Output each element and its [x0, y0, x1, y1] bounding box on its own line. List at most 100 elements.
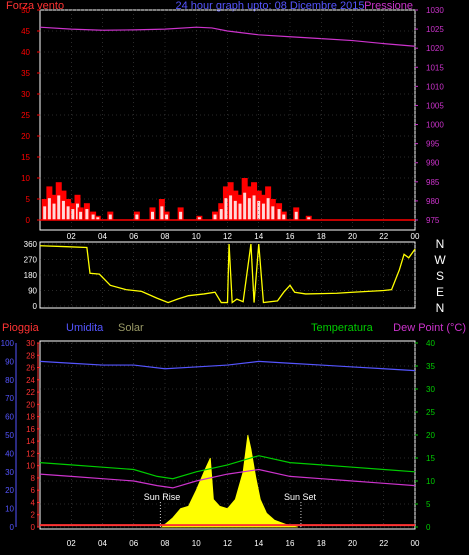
rain-tick-label: 0 [31, 523, 36, 532]
wind-gust-bar [71, 209, 75, 220]
wind-gust-bar [179, 211, 183, 220]
pressure-tick-label: 990 [426, 159, 440, 168]
humidity-tick-label: 0 [10, 523, 15, 532]
humidity-tick-label: 80 [5, 376, 14, 385]
pressure-tick-label: 980 [426, 197, 440, 206]
wind-gust-bar [219, 209, 223, 220]
wind-tick-label: 50 [21, 6, 30, 15]
temp-tick-label: 25 [426, 408, 435, 417]
wind-gust-bar [213, 214, 217, 220]
x-tick-label: 10 [192, 539, 201, 548]
wind-gust-bar [79, 211, 83, 220]
wind-tick-label: 0 [26, 216, 31, 225]
rain-tick-label: 22 [26, 388, 35, 397]
wind-tick-label: 40 [21, 48, 30, 57]
wind-gust-bar [277, 209, 281, 220]
wind-gust-bar [76, 203, 79, 220]
wind-gust-bar [229, 195, 233, 220]
temp-tick-label: 10 [426, 477, 435, 486]
wind-tick-label: 30 [21, 90, 30, 99]
x-tick-label: 18 [317, 232, 326, 241]
temp-humidity-layer: 0510152025303540010203040506070809010002… [1, 339, 436, 548]
rain-tick-label: 4 [31, 498, 36, 507]
temperature-axis-title: Temperatura [311, 322, 374, 334]
humidity-tick-label: 90 [5, 357, 14, 366]
temperature-line [39, 455, 416, 480]
rain-tick-label: 18 [26, 413, 35, 422]
rain-tick-label: 30 [26, 339, 35, 348]
temp-tick-label: 20 [426, 431, 435, 440]
x-tick-label: 04 [98, 539, 107, 548]
direction-tick-label: 360 [24, 240, 38, 249]
temp-tick-label: 40 [426, 339, 435, 348]
wind-tick-label: 20 [21, 132, 30, 141]
pressure-tick-label: 985 [426, 178, 440, 187]
rain-tick-label: 24 [26, 376, 35, 385]
x-tick-label: 16 [286, 232, 295, 241]
wind-gust-bar [224, 198, 228, 220]
wind-tick-label: 10 [21, 174, 30, 183]
wind-gust-bar [307, 217, 311, 220]
x-tick-label: 00 [411, 232, 420, 241]
x-tick-label: 12 [223, 232, 232, 241]
wind-tick-label: 25 [21, 111, 30, 120]
wind-gust-bar [261, 203, 265, 220]
humidity-tick-label: 50 [5, 431, 14, 440]
pressure-line [39, 26, 416, 47]
x-tick-label: 14 [254, 539, 263, 548]
wind-gust-bar [282, 214, 286, 220]
x-tick-label: 00 [411, 539, 420, 548]
direction-label-n-bottom: N [436, 301, 445, 315]
x-tick-label: 08 [161, 539, 170, 548]
sun-rise-label: Sun Rise [144, 492, 181, 502]
humidity-tick-label: 10 [5, 505, 14, 514]
pressure-tick-label: 1000 [426, 121, 444, 130]
wind-gust-bar [160, 206, 164, 220]
pressure-tick-label: 1030 [426, 6, 444, 15]
x-tick-label: 22 [379, 232, 388, 241]
wind-gust-bar [85, 209, 89, 220]
wind-gust-bar [252, 195, 256, 220]
x-tick-label: 22 [379, 539, 388, 548]
wind-gust-bar [66, 206, 70, 220]
wind-gust-bar [247, 198, 251, 220]
wind-gust-bar [165, 214, 169, 220]
wind-gust-bar [96, 217, 100, 220]
direction-tick-label: 90 [28, 287, 37, 296]
wind-gust-bar [238, 203, 242, 220]
rain-tick-label: 2 [31, 511, 36, 520]
wind-gust-bar [271, 206, 275, 220]
x-tick-label: 06 [129, 539, 138, 548]
temp-tick-label: 0 [426, 523, 431, 532]
wind-gust-bar [266, 198, 270, 220]
direction-label-s: S [436, 269, 444, 283]
direction-line [39, 243, 416, 304]
rain-tick-label: 16 [26, 425, 35, 434]
rain-tick-label: 10 [26, 462, 35, 471]
direction-layer: 0 90 180 270 360 [24, 240, 416, 311]
humidity-tick-label: 30 [5, 468, 14, 477]
rain-tick-label: 12 [26, 449, 35, 458]
rain-axis-title: Pioggia [2, 322, 40, 334]
x-tick-label: 08 [161, 232, 170, 241]
wind-tick-label: 5 [26, 195, 31, 204]
humidity-tick-label: 100 [1, 339, 15, 348]
solar-area [160, 434, 298, 528]
temp-tick-label: 15 [426, 454, 435, 463]
x-tick-label: 10 [192, 232, 201, 241]
temp-tick-label: 5 [426, 500, 431, 509]
wind-gust-bar [43, 206, 47, 220]
humidity-tick-label: 20 [5, 486, 14, 495]
wind-pressure-layer: 0510152025303540455097598098599099510001… [21, 6, 444, 241]
pressure-tick-label: 995 [426, 140, 440, 149]
rain-tick-label: 20 [26, 400, 35, 409]
wind-gust-bar [151, 211, 154, 220]
pressure-axis-title: Pressione [364, 0, 413, 12]
humidity-tick-label: 70 [5, 394, 14, 403]
rain-tick-label: 8 [31, 474, 36, 483]
x-tick-label: 06 [129, 232, 138, 241]
x-tick-label: 04 [98, 232, 107, 241]
rain-tick-label: 28 [26, 351, 35, 360]
direction-label-e: E [436, 285, 444, 299]
